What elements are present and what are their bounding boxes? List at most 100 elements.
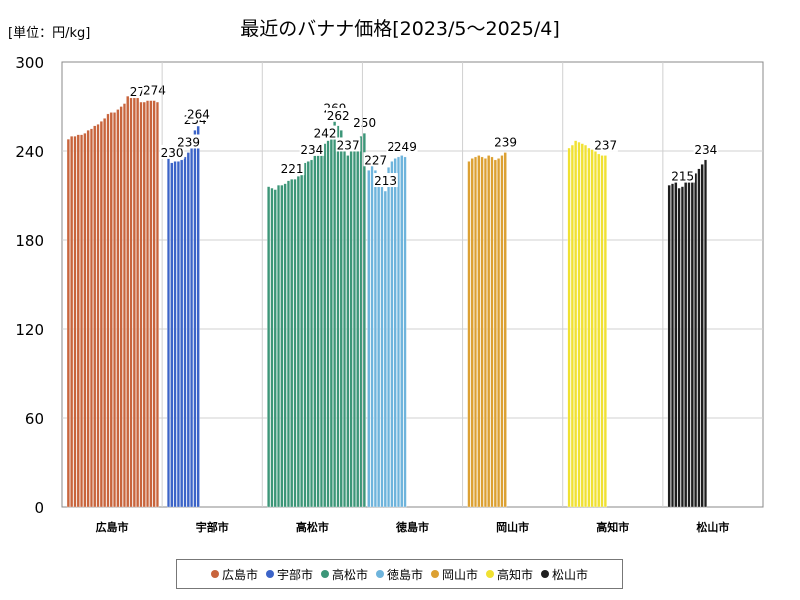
bar-3-11 [300,174,304,508]
bar-3-14 [310,159,314,508]
data-label-bg [363,152,388,167]
data-label-bg [176,134,201,149]
chart-legend: 広島市 宇部市 高松市 徳島市 岡山市 高知市 松山市 [176,559,623,589]
bar-5-10 [497,158,501,508]
y-tick-label: 0 [34,499,44,517]
bar-7-3 [674,181,678,508]
bar-1-23 [139,101,143,508]
y-tick-label: 180 [15,232,44,250]
bar-1-13 [106,113,110,508]
data-label: 262 [327,109,350,123]
bar-1-18 [122,103,126,508]
bar-7-5 [680,186,684,508]
data-label-bg [693,141,719,156]
bar-4-12 [403,156,407,508]
data-label: 242 [314,127,337,141]
bar-3-28 [356,144,360,508]
legend-marker [320,570,329,578]
bar-7-9 [694,173,698,508]
bar-1-3 [73,136,77,508]
legend-item: 岡山市 [429,566,480,583]
bar-2-10 [196,124,200,508]
legend-marker [486,570,495,578]
data-label: 274 [143,84,166,98]
data-label: 215 [671,170,694,184]
bar-5-6 [483,158,487,508]
bar-7-2 [671,183,675,508]
legend-item: 広島市 [209,566,260,583]
x-category-label: 宇部市 [196,520,229,534]
bar-3-23 [339,130,343,508]
bar-1-4 [76,134,80,508]
legend-label: 高松市 [331,567,368,582]
bar-2-6 [183,156,187,508]
data-label: 221 [281,162,304,176]
bar-2-9 [193,130,197,508]
bar-1-21 [132,97,136,508]
bar-5-7 [487,155,491,508]
bar-2-4 [176,161,180,508]
bar-1-26 [149,100,153,508]
bar-1-10 [96,124,100,508]
bar-3-26 [349,150,353,508]
x-category-label: 徳島市 [395,520,429,534]
bar-6-12 [603,155,607,508]
data-label: 264 [187,107,210,121]
bar-1-27 [152,100,156,508]
bar-1-25 [146,100,150,508]
x-category-label: 広島市 [96,520,129,534]
bar-2-8 [190,140,194,508]
bar-1-6 [83,133,87,508]
bar-6-7 [587,147,591,508]
bar-3-4 [277,184,281,508]
bar-1-1 [66,138,70,508]
bar-3-3 [273,189,277,508]
bar-1-22 [136,97,140,508]
bar-5-9 [493,159,497,508]
bar-6-8 [590,149,594,508]
data-label-bg [670,168,695,183]
bar-3-9 [293,179,297,508]
bar-1-7 [86,130,90,508]
legend-label: 高知市 [497,567,534,582]
legend-label: 松山市 [552,567,589,582]
legend-label: 岡山市 [442,567,479,582]
legend-label: 宇部市 [276,567,313,582]
bar-6-2 [570,144,574,508]
bar-3-8 [290,179,294,508]
bar-1-8 [89,128,93,508]
bar-1-12 [103,118,107,508]
bar-4-1 [367,170,371,508]
data-label-bg [299,141,325,156]
bar-4-2 [370,165,374,508]
bar-7-11 [700,164,704,508]
bar-6-9 [593,150,597,508]
data-label-bg [352,115,377,130]
legend-label: 徳島市 [386,567,423,582]
legend-item: 松山市 [539,566,590,583]
bar-3-7 [286,180,290,508]
data-label-bg [312,125,338,140]
bar-4-10 [396,156,400,508]
legend-item: 高松市 [319,566,370,583]
bar-3-20 [329,136,333,508]
bar-5-11 [500,155,504,508]
data-label: 237 [337,138,360,152]
data-label: 239 [177,135,200,149]
y-tick-label: 60 [25,410,44,428]
legend-item: 宇部市 [264,566,315,583]
bar-2-3 [173,161,177,508]
data-label: 237 [594,138,617,152]
x-category-label: 松山市 [696,520,729,534]
bar-1-5 [80,134,84,508]
legend-marker [210,570,219,578]
bar-6-5 [580,143,584,508]
data-label-bg [335,137,361,152]
legend-marker [265,570,274,578]
bar-5-4 [477,155,481,508]
data-label-bg [373,173,398,188]
y-tick-label: 120 [15,321,44,339]
legend-marker [541,570,550,578]
data-label-bg [142,82,167,97]
data-label-bg [279,161,305,176]
